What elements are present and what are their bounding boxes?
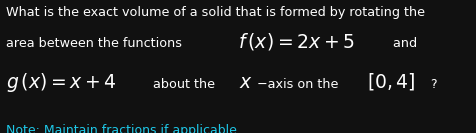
Text: about the: about the [149,78,219,91]
Text: What is the exact volume of a solid that is formed by rotating the: What is the exact volume of a solid that… [6,6,425,19]
Text: and: and [389,37,417,50]
Text: ?: ? [430,78,436,91]
Text: area between the functions: area between the functions [6,37,186,50]
Text: Note: Maintain fractions if applicable.: Note: Maintain fractions if applicable. [6,124,241,133]
Text: $x$: $x$ [239,73,253,92]
Text: −axis on the: −axis on the [257,78,343,91]
Text: $f\,(x) = 2x+5$: $f\,(x) = 2x+5$ [238,31,355,52]
Text: $g\,(x) = x+4$: $g\,(x) = x+4$ [6,71,117,94]
Text: $[0,4]$: $[0,4]$ [367,71,416,92]
